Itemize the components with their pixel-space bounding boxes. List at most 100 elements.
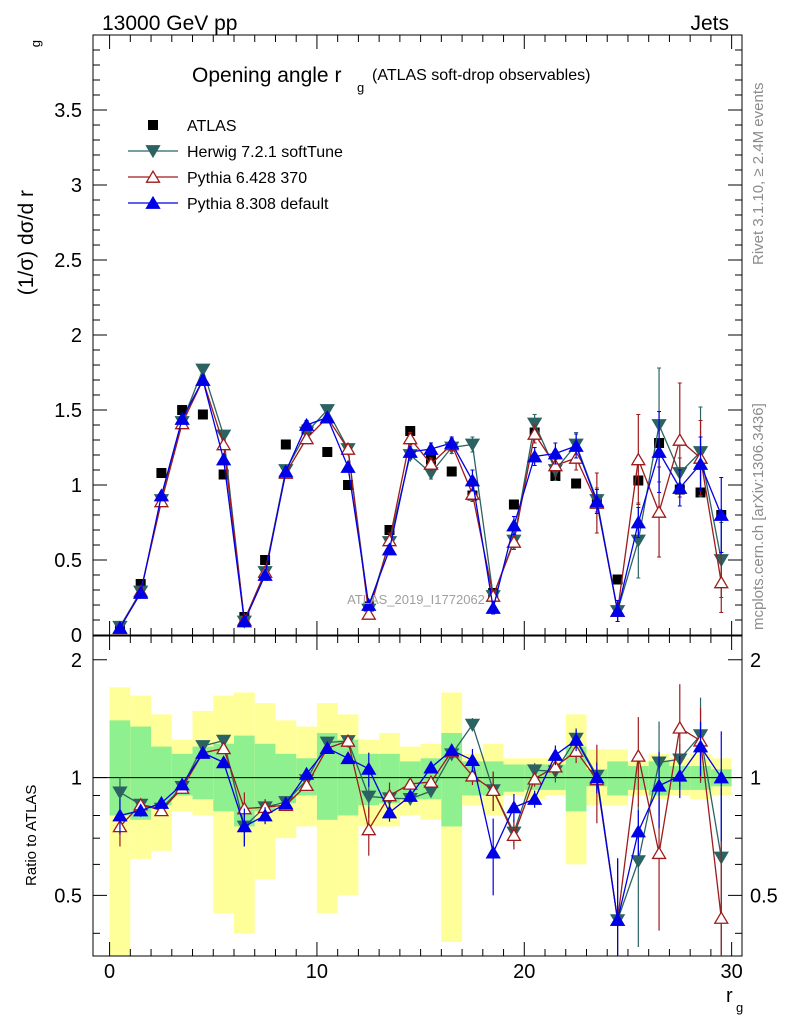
ratio-point	[112, 786, 128, 800]
data-point	[527, 449, 543, 463]
data-point	[218, 469, 229, 480]
data-point	[319, 410, 335, 424]
data-point	[133, 585, 149, 599]
ratio-point	[713, 910, 729, 924]
ratio-point	[630, 824, 646, 838]
legend: ATLAS Herwig 7.2.1 softTune Pythia 6.428 3…	[128, 118, 343, 213]
rivet-version-note: Rivet 3.1.10, ≥ 2.4M events	[750, 83, 767, 266]
series-pythia-8-308-default	[112, 372, 729, 634]
data-point	[340, 459, 356, 473]
data-point	[135, 579, 146, 589]
ratio-point	[527, 771, 543, 785]
ratio-y-tick-label-right: 2	[750, 650, 761, 672]
data-point	[381, 542, 398, 556]
ratio-point	[464, 753, 481, 767]
ratio-point	[506, 800, 522, 814]
data-point	[508, 499, 519, 510]
data-point	[195, 372, 211, 386]
ratio-point	[423, 760, 439, 774]
series-line	[119, 378, 722, 629]
x-axis-label-subscript: g	[736, 1000, 743, 1015]
data-point	[672, 480, 688, 494]
ratio-y-tick-label-left: 2	[71, 650, 82, 672]
data-point	[384, 525, 395, 535]
data-point	[195, 363, 211, 377]
y-tick-label: 2.5	[54, 250, 82, 272]
data-point	[361, 606, 377, 620]
y-tick-label: 3.5	[54, 100, 82, 122]
ratio-point	[547, 747, 564, 761]
x-tick-label: 30	[721, 961, 743, 983]
data-point	[692, 456, 709, 470]
data-point	[423, 441, 439, 455]
plot-title: Opening angle r	[192, 64, 341, 87]
data-point	[405, 426, 416, 436]
y-tick-label: 3	[71, 175, 82, 197]
x-tick-label: 10	[306, 961, 328, 983]
ratio-y-tick-label-left: 1	[71, 768, 82, 790]
ratio-point	[506, 828, 522, 841]
y-axis-label-subscript: g	[28, 40, 43, 47]
ratio-point	[195, 745, 211, 759]
legend-label: ATLAS	[187, 118, 237, 135]
ratio-stat-uncertainty-bin	[130, 726, 152, 820]
y-tick-label: 2	[71, 325, 82, 347]
data-point	[630, 515, 646, 529]
data-point	[672, 432, 688, 446]
legend-label: Herwig 7.2.1 softTune	[187, 144, 343, 161]
data-point	[444, 435, 460, 449]
ratio-point	[692, 739, 709, 753]
ratio-point	[547, 759, 564, 773]
ratio-stat-uncertainty-bin	[275, 753, 297, 804]
legend-marker	[145, 195, 161, 209]
ratio-point	[215, 755, 232, 769]
y-tick-label: 0	[71, 625, 82, 647]
data-point	[423, 456, 439, 470]
data-point	[713, 507, 729, 521]
data-point	[571, 478, 582, 489]
analysis-watermark: ATLAS_2019_I1772062	[347, 592, 485, 607]
y-tick-label: 0.5	[54, 550, 82, 572]
ratio-point	[464, 718, 481, 732]
ratio-point	[568, 732, 584, 746]
legend-label: Pythia 8.308 default	[187, 196, 329, 213]
data-point	[260, 555, 271, 565]
data-point	[547, 446, 564, 460]
series-line	[119, 367, 722, 628]
ratio-point	[278, 796, 294, 810]
ratio-point	[298, 766, 315, 780]
mcplots-source-note: mcplots.cern.ch [arXiv:1306.3436]	[750, 403, 767, 630]
data-point	[612, 574, 623, 585]
ratio-point	[257, 808, 273, 822]
ratio-point	[485, 783, 501, 797]
data-point	[485, 600, 501, 614]
ratio-point	[153, 795, 170, 809]
data-point	[215, 452, 232, 466]
ratio-point	[133, 803, 149, 817]
ratio-stat-uncertainty-bin	[607, 761, 628, 796]
data-point	[156, 468, 167, 478]
header-process-label: Jets	[690, 12, 729, 35]
y-tick-label: 1.5	[54, 400, 82, 422]
data-point	[506, 534, 522, 548]
x-tick-label: 20	[513, 961, 535, 983]
x-axis-label: r	[726, 985, 733, 1007]
data-point	[589, 494, 605, 508]
ratio-stat-uncertainty-bin	[109, 720, 131, 816]
legend-marker	[148, 120, 158, 130]
data-point	[547, 458, 564, 472]
data-point	[651, 504, 667, 518]
data-point	[446, 466, 457, 477]
ratio-point	[361, 761, 377, 775]
y-tick-label: 1	[71, 475, 82, 497]
ratio-plot-frame	[92, 635, 743, 957]
data-point	[651, 444, 667, 458]
ratio-point	[112, 808, 128, 822]
ratio-point	[444, 743, 460, 757]
ratio-point	[527, 791, 543, 805]
data-point	[361, 597, 377, 611]
data-point	[630, 452, 646, 466]
ratio-point	[361, 822, 377, 836]
ratio-point	[485, 845, 501, 859]
